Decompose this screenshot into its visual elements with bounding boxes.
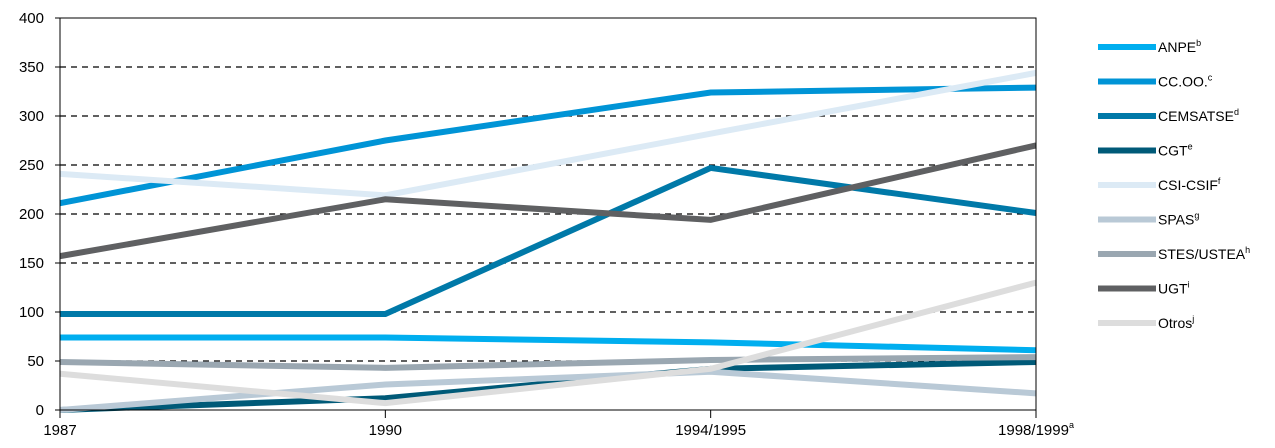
y-axis-ticks: 0 50 100 150 200 250 300 350 400 (19, 10, 60, 419)
legend-label-spas: SPASg (1158, 211, 1199, 228)
series-line-stes-ustea (59, 354, 1037, 371)
y-tick-label: 100 (19, 304, 44, 321)
y-tick-label: 400 (19, 10, 44, 27)
y-tick-label: 350 (19, 59, 44, 76)
series-line-anpe (60, 334, 1037, 354)
legend-label-ugt: UGTi (1158, 280, 1190, 297)
y-tick-label: 250 (19, 157, 44, 174)
y-tick-label: 200 (19, 206, 44, 223)
legend-label-otros: Otrosj (1158, 314, 1194, 331)
legend-label-cgt: CGTe (1158, 142, 1193, 159)
series-line-cc-oo- (59, 84, 1037, 207)
series-lines (59, 69, 1037, 413)
legend-label-stes-ustea: STES/USTEAh (1158, 245, 1250, 262)
x-tick-label: 1998/1999a (998, 420, 1074, 439)
legend: ANPEb CC.OO.c CEMSATSEd CGTe CSI-CSIFf SPASg S… (1098, 38, 1250, 331)
series-line-cemsatse (60, 164, 1037, 317)
y-tick-label: 0 (36, 402, 44, 419)
x-axis-ticks: 1987 1990 1994/1995 1998/1999a (43, 410, 1074, 439)
x-tick-label: 1990 (369, 422, 402, 439)
series-line-otros (59, 279, 1037, 407)
y-tick-label: 150 (19, 255, 44, 272)
x-tick-label: 1987 (43, 422, 76, 439)
series-line-csi-csif (59, 69, 1037, 199)
series-line-spas (59, 368, 1037, 413)
legend-label-csi-csif: CSI-CSIFf (1158, 176, 1221, 193)
legend-label-anpe: ANPEb (1158, 38, 1201, 55)
series-line-ugt (59, 142, 1037, 260)
y-tick-label: 300 (19, 108, 44, 125)
legend-label-cc-oo-: CC.OO.c (1158, 73, 1213, 90)
x-tick-label: 1994/1995 (675, 422, 746, 439)
legend-label-cemsatse: CEMSATSEd (1158, 107, 1239, 124)
y-tick-label: 50 (27, 353, 44, 370)
